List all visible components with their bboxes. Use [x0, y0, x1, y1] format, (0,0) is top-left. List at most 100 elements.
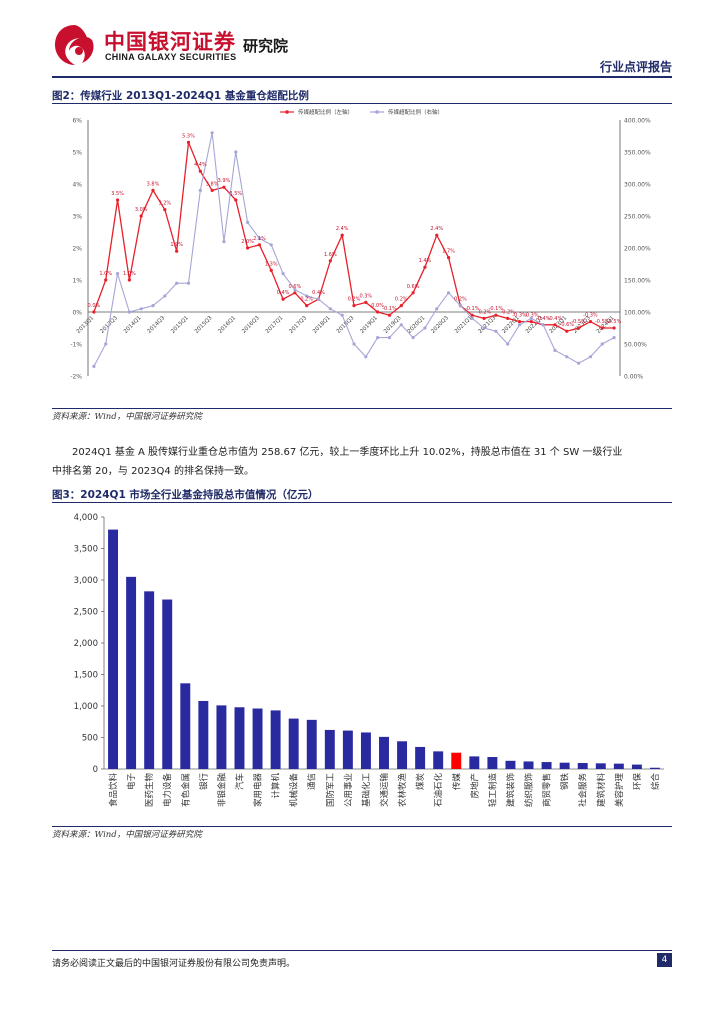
data-label: -0.6%: [560, 322, 575, 328]
series-1-point: [127, 278, 131, 282]
series-2-point: [411, 336, 415, 340]
bar-电子: [126, 576, 137, 769]
series-2-point: [151, 304, 155, 308]
y-axis-tick-label: 1,000: [74, 702, 98, 712]
category-label: 钢铁: [560, 773, 571, 791]
x-axis-tick-label: 2020Q3: [430, 315, 450, 335]
series-2-point: [517, 323, 522, 327]
data-label: 0.4%: [277, 290, 290, 296]
bar-美容护理: [613, 763, 624, 769]
series-1-point: [600, 326, 604, 330]
figure2-source: 资料来源：Wind，中国银河证券研究院: [52, 412, 202, 422]
series-2-point: [423, 326, 427, 330]
category-label: 非银金融: [216, 773, 227, 808]
figure3-top-rule: [52, 502, 672, 503]
series-1-point: [376, 310, 380, 314]
series-2-point: [352, 342, 356, 346]
series-2-point: [529, 316, 533, 320]
data-label: 3.5%: [229, 191, 242, 197]
data-label: -0.3%: [512, 313, 527, 319]
data-label: -0.5%: [607, 319, 622, 325]
series-2-point: [92, 364, 96, 368]
x-axis-tick-label: 2014Q3: [147, 315, 167, 335]
data-label: 1.9%: [170, 242, 183, 248]
data-label: 1.0%: [99, 271, 112, 277]
bar-纺织服饰: [523, 761, 534, 769]
category-label: 传媒: [451, 773, 462, 791]
bar-医药生物: [144, 591, 155, 769]
series-1-point: [92, 310, 96, 314]
series-1-point: [186, 140, 191, 144]
x-axis-tick-label: 2015Q3: [194, 315, 214, 335]
series-2-point: [376, 336, 380, 340]
series-1-point: [446, 256, 451, 260]
legend-marker-1: [285, 110, 289, 114]
series-1-point: [269, 268, 273, 272]
legend-marker-2: [375, 110, 379, 114]
x-axis-tick-label: 2017Q1: [265, 315, 285, 335]
y-axis-tick-label: 500: [82, 734, 98, 744]
series-2-point: [565, 355, 569, 359]
legend-label-2: 传媒超配比例（右轴）: [388, 108, 443, 116]
figure3-bottom-rule: [52, 826, 672, 827]
data-label: -0.1%: [489, 306, 504, 312]
right-axis-tick-label: 150.00%: [624, 278, 651, 285]
bar-通信: [306, 719, 317, 769]
data-label: 0.2%: [348, 297, 361, 303]
series-2-point: [198, 188, 202, 192]
series-1-point: [565, 329, 569, 333]
data-label: 0.4%: [312, 290, 325, 296]
x-axis-tick-label: 2015Q1: [170, 315, 190, 335]
bar-钢铁: [559, 762, 570, 769]
series-1-point: [293, 291, 297, 295]
series-1-point: [482, 316, 486, 320]
category-label: 食品饮料: [108, 773, 119, 808]
y-axis-tick-label: 2,500: [74, 608, 98, 618]
category-label: 汽车: [234, 773, 245, 790]
series-1-point: [328, 259, 332, 263]
right-axis-tick-label: 400.00%: [624, 118, 651, 125]
bar-社会服务: [577, 763, 588, 769]
header-divider: [52, 76, 672, 78]
series-2-point: [553, 348, 557, 352]
series-1-point: [115, 198, 120, 202]
series-1-point: [577, 326, 581, 330]
right-axis-tick-label: 0.00%: [624, 374, 643, 381]
bar-农林牧渔: [397, 741, 408, 769]
category-label: 煤炭: [415, 773, 426, 791]
data-label: 1.6%: [324, 252, 337, 258]
right-axis-tick-label: 200.00%: [624, 246, 651, 253]
data-label: 5.3%: [182, 133, 195, 139]
left-axis-tick-label: 3%: [72, 214, 82, 221]
y-axis-tick-label: 0: [93, 765, 98, 775]
series-2-point: [305, 294, 309, 298]
series-2-point: [340, 313, 344, 317]
series-1-point: [399, 304, 403, 308]
series-2-point: [364, 355, 368, 359]
category-label: 综合: [650, 773, 661, 791]
figure2-top-rule: [52, 103, 672, 104]
data-label: 2.1%: [253, 236, 266, 242]
bar-国防军工: [324, 729, 335, 769]
category-label: 建筑材料: [596, 773, 607, 808]
y-axis-tick-label: 1,500: [74, 671, 98, 681]
data-label: 0.0%: [88, 303, 101, 309]
category-label: 房地产: [469, 773, 480, 799]
series-1-point: [411, 291, 415, 295]
series-2-point: [577, 361, 581, 365]
series-2-point: [588, 355, 593, 359]
bar-银行: [198, 700, 209, 769]
x-axis-tick-label: 2016Q1: [218, 315, 238, 335]
series-2-point: [115, 272, 120, 276]
series-1-point: [151, 188, 155, 192]
series-2-point: [293, 288, 297, 292]
series-1-point: [234, 198, 238, 202]
left-axis-tick-label: -2%: [70, 374, 82, 381]
right-axis-tick-label: 50.00%: [624, 342, 647, 349]
figure2-title: 图2：传媒行业 2013Q1-2024Q1 基金重仓超配比例: [52, 90, 309, 102]
data-label: -0.2%: [477, 309, 492, 315]
data-label: 3.8%: [206, 181, 219, 187]
data-label: 0.3%: [359, 293, 372, 299]
series-1-point: [210, 188, 214, 192]
data-label: 1.0%: [123, 271, 136, 277]
